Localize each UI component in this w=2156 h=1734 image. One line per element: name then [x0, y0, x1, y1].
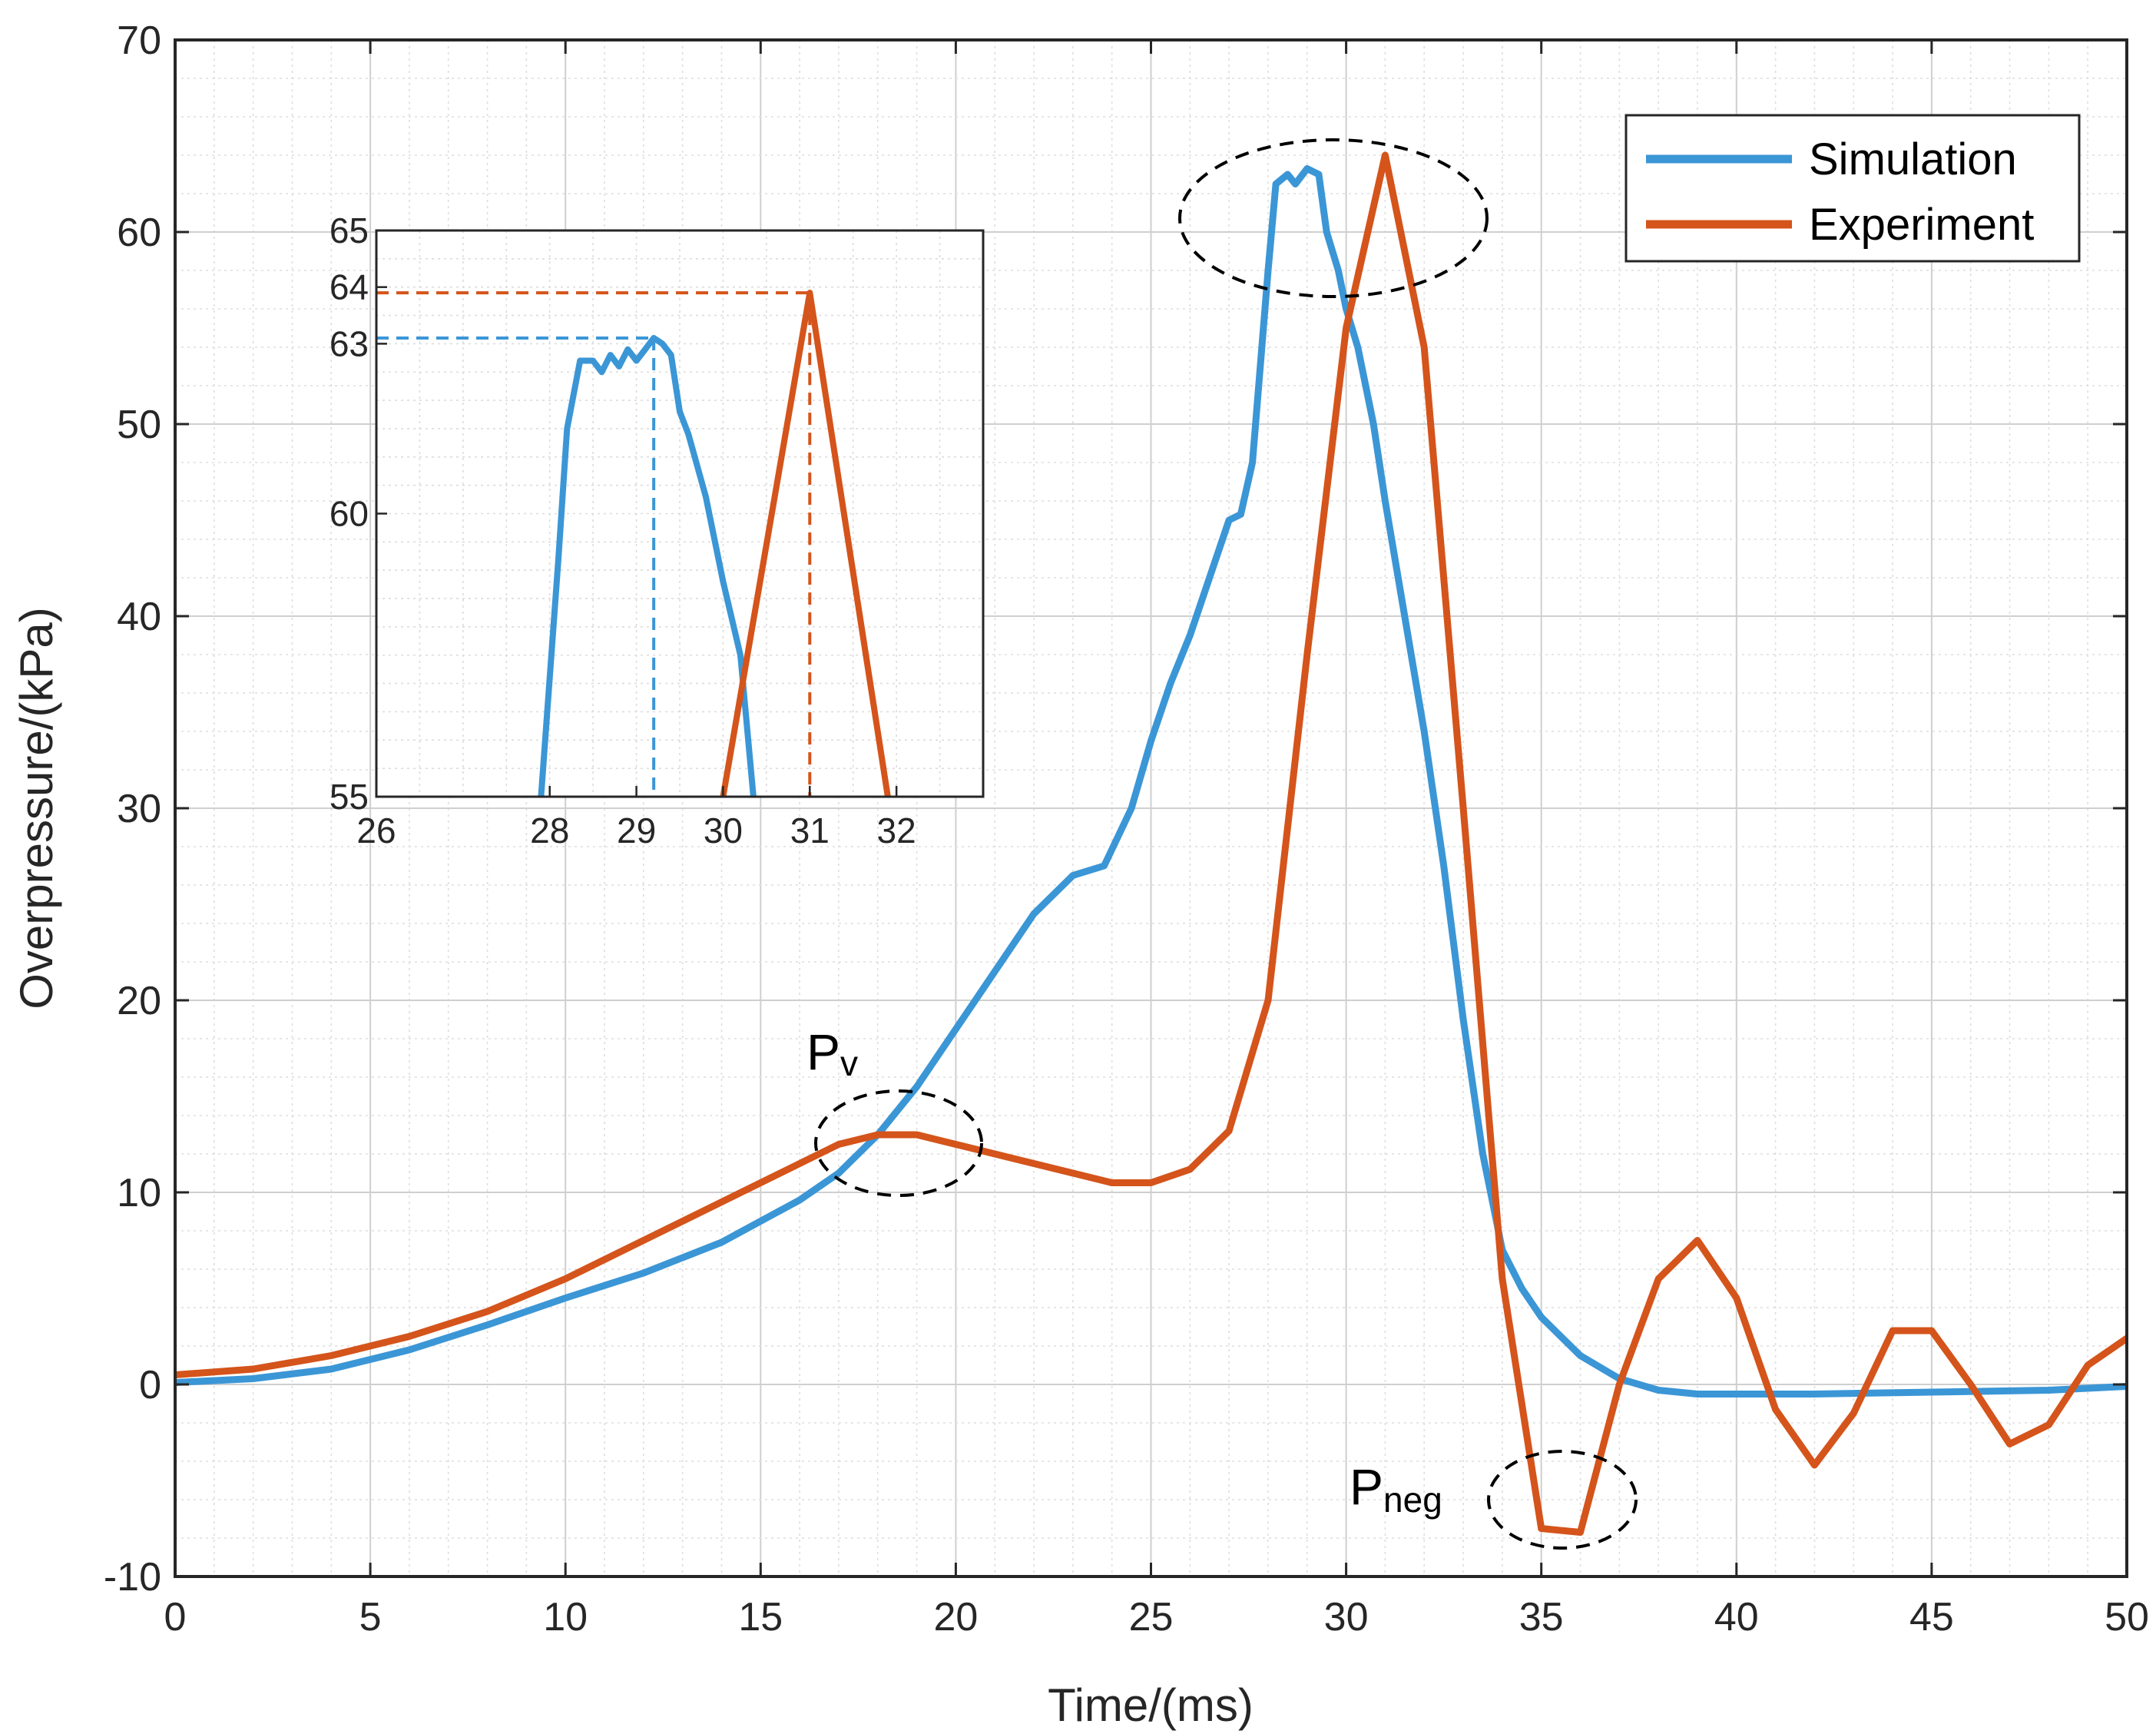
inset-reference-lines: [376, 291, 812, 797]
y-tick-label: 20: [117, 979, 161, 1023]
y-tick-label: 0: [139, 1363, 161, 1407]
series-line-simulation: [175, 165, 2127, 1397]
inset-x-tick-label: 32: [877, 811, 916, 850]
y-tick-label: 30: [117, 787, 161, 831]
inset-y-tick-label: 55: [330, 777, 369, 817]
inset-x-tick-label: 28: [530, 811, 569, 850]
series-line-experiment: [175, 151, 2127, 1536]
main-series-group: [175, 151, 2127, 1536]
inset-x-tick-label: 29: [617, 811, 656, 850]
x-tick-label: 10: [543, 1595, 588, 1640]
inset-y-tick-label: 64: [330, 267, 369, 307]
x-tick-label: 25: [1129, 1595, 1174, 1640]
legend-label-simulation: Simulation: [1809, 134, 2017, 184]
inset-y-tick-label: 63: [330, 323, 369, 363]
x-tick-label: 5: [359, 1595, 382, 1640]
pv-label: Pv: [806, 1023, 858, 1083]
y-tick-label: 10: [117, 1171, 161, 1215]
pneg-ellipse: [1487, 1450, 1638, 1550]
inset-y-tick-label: 65: [330, 211, 369, 250]
y-tick-label: -10: [104, 1555, 161, 1600]
legend-box: [1624, 114, 2081, 263]
x-tick-label: 35: [1519, 1595, 1564, 1640]
peak-ellipse: [1178, 138, 1489, 298]
x-tick-label: 15: [738, 1595, 783, 1640]
inset-x-tick-label: 30: [704, 811, 743, 850]
x-tick-label: 20: [933, 1595, 978, 1640]
pneg-label: Pneg: [1350, 1458, 1442, 1520]
inset-x-tick-label: 26: [356, 811, 396, 850]
legend: Simulation Experiment: [1624, 114, 2081, 263]
y-tick-label: 70: [117, 18, 161, 63]
legend-label-experiment: Experiment: [1809, 200, 2034, 250]
x-tick-label: 45: [1909, 1595, 1954, 1640]
y-tick-label: 50: [117, 403, 161, 447]
x-tick-label: 50: [2105, 1595, 2149, 1640]
inset-y-tick-label: 60: [330, 494, 369, 534]
inset-series-line-simulation: [538, 335, 757, 797]
inset-axis-ticks: 26 28 29 30 31 32 55 60 63 64 65: [330, 211, 916, 850]
inset-plot: 26 28 29 30 31 32 55 60 63 64 65: [330, 211, 985, 850]
inset-grid: [376, 230, 984, 797]
y-tick-label: 40: [117, 595, 161, 639]
x-tick-label: 30: [1324, 1595, 1369, 1640]
x-tick-label: 40: [1714, 1595, 1759, 1640]
x-tick-label: 0: [164, 1595, 187, 1640]
inset-x-tick-label: 31: [790, 811, 830, 850]
y-tick-label: 60: [117, 211, 161, 255]
pv-ellipse: [814, 1089, 983, 1197]
y-axis-title: Overpressure/(kPa): [11, 607, 62, 1009]
x-axis-title: Time/(ms): [1048, 1679, 1254, 1731]
